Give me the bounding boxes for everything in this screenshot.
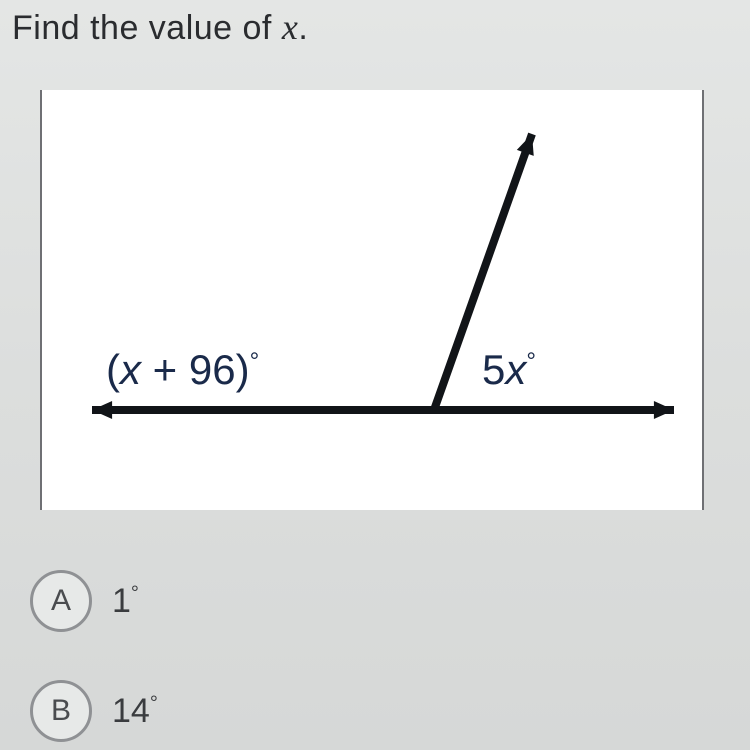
option-bubble-b[interactable]: B bbox=[30, 680, 92, 742]
answer-option-a[interactable]: A 1° bbox=[30, 570, 139, 632]
angle-diagram-svg bbox=[42, 90, 702, 510]
option-value-a: 1 bbox=[112, 582, 131, 620]
left-label-var: x bbox=[120, 346, 141, 393]
diagram-container: (x + 96)° 5x° bbox=[40, 90, 704, 510]
prompt-after: . bbox=[298, 9, 308, 47]
right-angle-label: 5x° bbox=[482, 346, 536, 394]
option-deg-b: ° bbox=[150, 692, 158, 714]
option-bubble-a[interactable]: A bbox=[30, 570, 92, 632]
answer-option-b[interactable]: B 14° bbox=[30, 680, 158, 742]
right-label-deg: ° bbox=[526, 348, 536, 375]
left-label-deg: ° bbox=[250, 348, 260, 375]
question-prompt: Find the value of x. bbox=[12, 6, 308, 48]
option-letter-a: A bbox=[51, 584, 71, 618]
left-label-open: ( bbox=[106, 346, 120, 393]
option-letter-b: B bbox=[51, 694, 71, 728]
left-label-mid: + 96) bbox=[141, 346, 250, 393]
option-deg-a: ° bbox=[131, 582, 139, 604]
prompt-variable: x bbox=[282, 7, 298, 47]
option-value-b: 14 bbox=[112, 692, 150, 730]
right-label-pre: 5 bbox=[482, 346, 505, 393]
left-angle-label: (x + 96)° bbox=[106, 346, 259, 394]
prompt-before: Find the value of bbox=[12, 9, 282, 47]
right-label-var: x bbox=[505, 346, 526, 393]
option-text-b: 14° bbox=[112, 692, 158, 731]
diagram-inner: (x + 96)° 5x° bbox=[42, 90, 702, 510]
option-text-a: 1° bbox=[112, 582, 139, 621]
